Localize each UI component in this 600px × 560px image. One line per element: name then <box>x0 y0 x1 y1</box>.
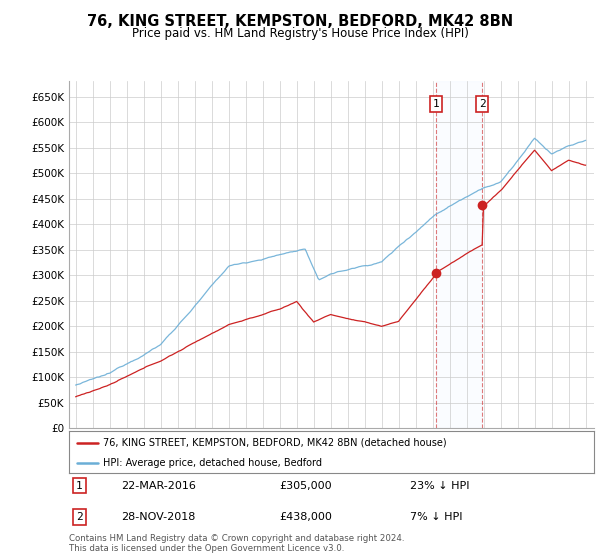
Text: 1: 1 <box>76 480 83 491</box>
Text: HPI: Average price, detached house, Bedford: HPI: Average price, detached house, Bedf… <box>103 458 322 468</box>
Text: 22-MAR-2016: 22-MAR-2016 <box>121 480 196 491</box>
Text: 76, KING STREET, KEMPSTON, BEDFORD, MK42 8BN (detached house): 76, KING STREET, KEMPSTON, BEDFORD, MK42… <box>103 438 447 448</box>
Text: 2: 2 <box>479 99 485 109</box>
Text: £438,000: £438,000 <box>279 512 332 522</box>
Text: 76, KING STREET, KEMPSTON, BEDFORD, MK42 8BN: 76, KING STREET, KEMPSTON, BEDFORD, MK42… <box>87 14 513 29</box>
Text: 7% ↓ HPI: 7% ↓ HPI <box>410 512 463 522</box>
Text: 1: 1 <box>433 99 439 109</box>
Text: 23% ↓ HPI: 23% ↓ HPI <box>410 480 470 491</box>
Text: Price paid vs. HM Land Registry's House Price Index (HPI): Price paid vs. HM Land Registry's House … <box>131 27 469 40</box>
Bar <box>436 81 482 428</box>
Text: 28-NOV-2018: 28-NOV-2018 <box>121 512 196 522</box>
Text: Contains HM Land Registry data © Crown copyright and database right 2024.
This d: Contains HM Land Registry data © Crown c… <box>69 534 404 553</box>
Text: £305,000: £305,000 <box>279 480 332 491</box>
Text: 2: 2 <box>76 512 83 522</box>
